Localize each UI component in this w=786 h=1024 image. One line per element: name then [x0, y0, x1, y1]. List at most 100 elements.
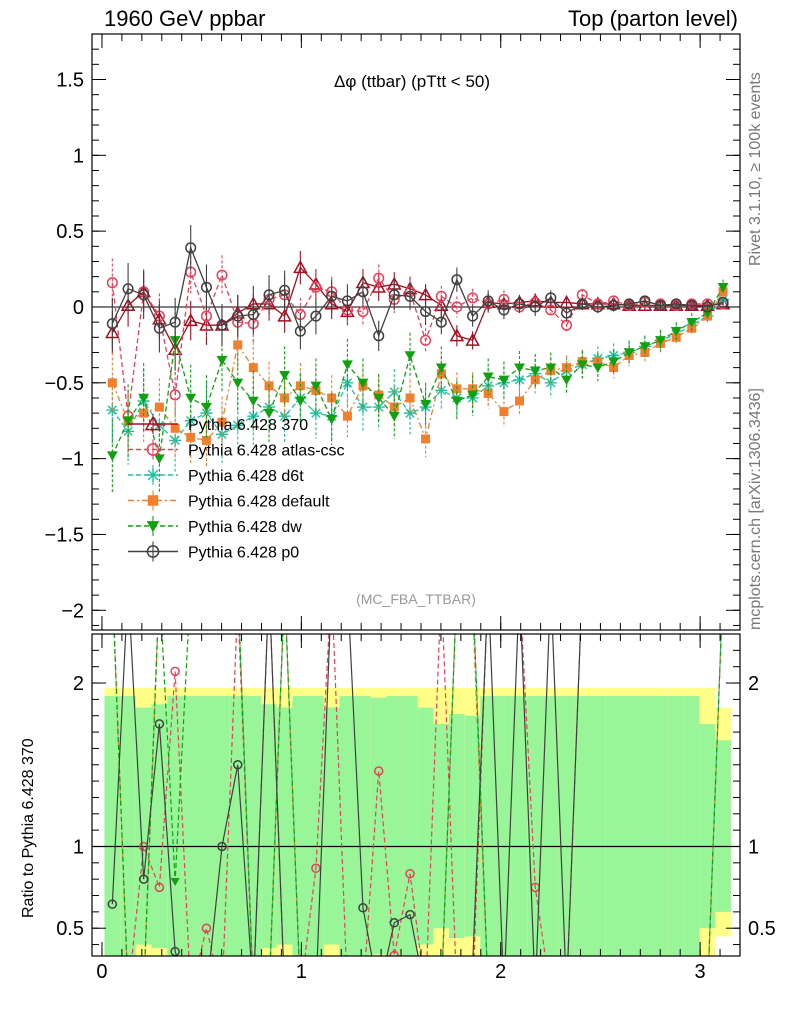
- legend-label: Pythia 6.428 p0: [188, 545, 299, 562]
- data-point: [356, 401, 369, 414]
- data-point: [467, 310, 479, 322]
- ratio-y-tick-label-right: 1: [748, 836, 759, 858]
- data-point: [576, 298, 588, 310]
- data-point: [389, 402, 399, 412]
- legend-entry-5: Pythia 6.428 p0: [128, 541, 299, 562]
- data-point: [435, 384, 448, 397]
- ratio-band-inner: [699, 723, 716, 929]
- data-point: [388, 289, 400, 301]
- data-point: [420, 334, 432, 346]
- data-point: [405, 393, 415, 403]
- data-point: [217, 417, 227, 427]
- data-point: [310, 381, 322, 392]
- data-point: [138, 289, 150, 301]
- data-point: [373, 393, 385, 404]
- y-tick-label: 0.5: [56, 221, 84, 243]
- data-point: [623, 298, 635, 310]
- data-point: [186, 432, 196, 442]
- ratio-y-tick-label: 2: [73, 673, 84, 695]
- data-point: [279, 284, 291, 296]
- y-tick-label: 0: [73, 297, 84, 319]
- data-point: [327, 393, 337, 403]
- data-point: [404, 407, 417, 420]
- data-point: [373, 330, 385, 342]
- data-point: [106, 451, 118, 461]
- data-point: [248, 363, 258, 373]
- ratio-point: [389, 918, 400, 928]
- data-point: [293, 260, 308, 274]
- data-point: [216, 355, 228, 366]
- data-point: [421, 434, 431, 444]
- ratio-band-inner: [417, 707, 434, 945]
- data-point: [513, 298, 526, 310]
- data-point: [623, 348, 635, 358]
- data-point: [717, 283, 729, 293]
- legend-marker: [146, 468, 160, 482]
- legend-entry-0: Pythia 6.428 370: [128, 414, 308, 434]
- ratio-point: [170, 666, 180, 677]
- data-point: [277, 308, 292, 322]
- data-point: [435, 363, 447, 374]
- data-point: [326, 415, 338, 425]
- data-point: [670, 327, 682, 337]
- ratio-band-inner: [229, 696, 246, 956]
- data-point: [279, 371, 291, 381]
- ratio-point: [405, 868, 415, 879]
- x-tick-label: 3: [695, 961, 706, 983]
- ratio-band-inner: [668, 696, 685, 956]
- ratio-band-inner: [527, 696, 544, 956]
- y-tick-label: −0.5: [45, 373, 84, 395]
- data-point: [608, 299, 620, 312]
- data-point: [185, 393, 197, 404]
- legend-entry-1: Pythia 6.428 atlas-csc: [128, 439, 345, 460]
- data-point: [404, 351, 416, 361]
- series-5: [106, 225, 729, 353]
- ratio-point: [233, 760, 243, 770]
- ratio-point: [311, 863, 321, 874]
- ratio-point: [217, 841, 227, 852]
- legend-label: Pythia 6.428 dw: [188, 519, 302, 536]
- data-point: [435, 290, 447, 302]
- data-point: [326, 290, 338, 302]
- data-point: [357, 378, 369, 389]
- data-point: [639, 342, 651, 352]
- data-point: [357, 286, 369, 298]
- data-point: [153, 322, 165, 334]
- ratio-band-inner: [574, 696, 591, 956]
- data-point: [216, 269, 228, 281]
- ratio-band-inner: [715, 740, 731, 912]
- data-point: [717, 296, 729, 308]
- data-point: [153, 454, 165, 465]
- data-point: [200, 281, 212, 293]
- header-left: 1960 GeV ppbar: [104, 6, 266, 31]
- data-point: [170, 423, 180, 433]
- ratio-band-inner: [292, 696, 309, 956]
- data-point: [562, 363, 572, 373]
- y-tick-label: −1: [61, 449, 84, 471]
- data-point: [451, 396, 463, 407]
- ratio-point: [405, 909, 415, 920]
- legend: Pythia 6.428 370 Pythia 6.428 atlas-csc Py…: [128, 414, 345, 562]
- data-point: [482, 372, 494, 383]
- data-point: [670, 298, 682, 310]
- ratio-band-inner: [433, 723, 450, 929]
- ratio-band-inner: [355, 696, 371, 956]
- ratio-uncertainty-bands: [104, 687, 731, 956]
- data-point: [310, 310, 322, 322]
- ratio-band-inner: [637, 696, 653, 956]
- ratio-point: [170, 878, 180, 887]
- data-point: [639, 295, 651, 307]
- data-point: [592, 363, 604, 374]
- data-point: [232, 378, 244, 389]
- ratio-plot-area: [92, 634, 740, 956]
- ratio-band-inner: [120, 696, 136, 956]
- main-frame: [91, 33, 741, 631]
- data-point: [106, 318, 118, 330]
- data-point: [483, 388, 493, 398]
- data-point: [609, 363, 619, 373]
- data-point: [232, 310, 244, 322]
- data-point: [561, 375, 572, 386]
- ratio-band-inner: [323, 707, 340, 945]
